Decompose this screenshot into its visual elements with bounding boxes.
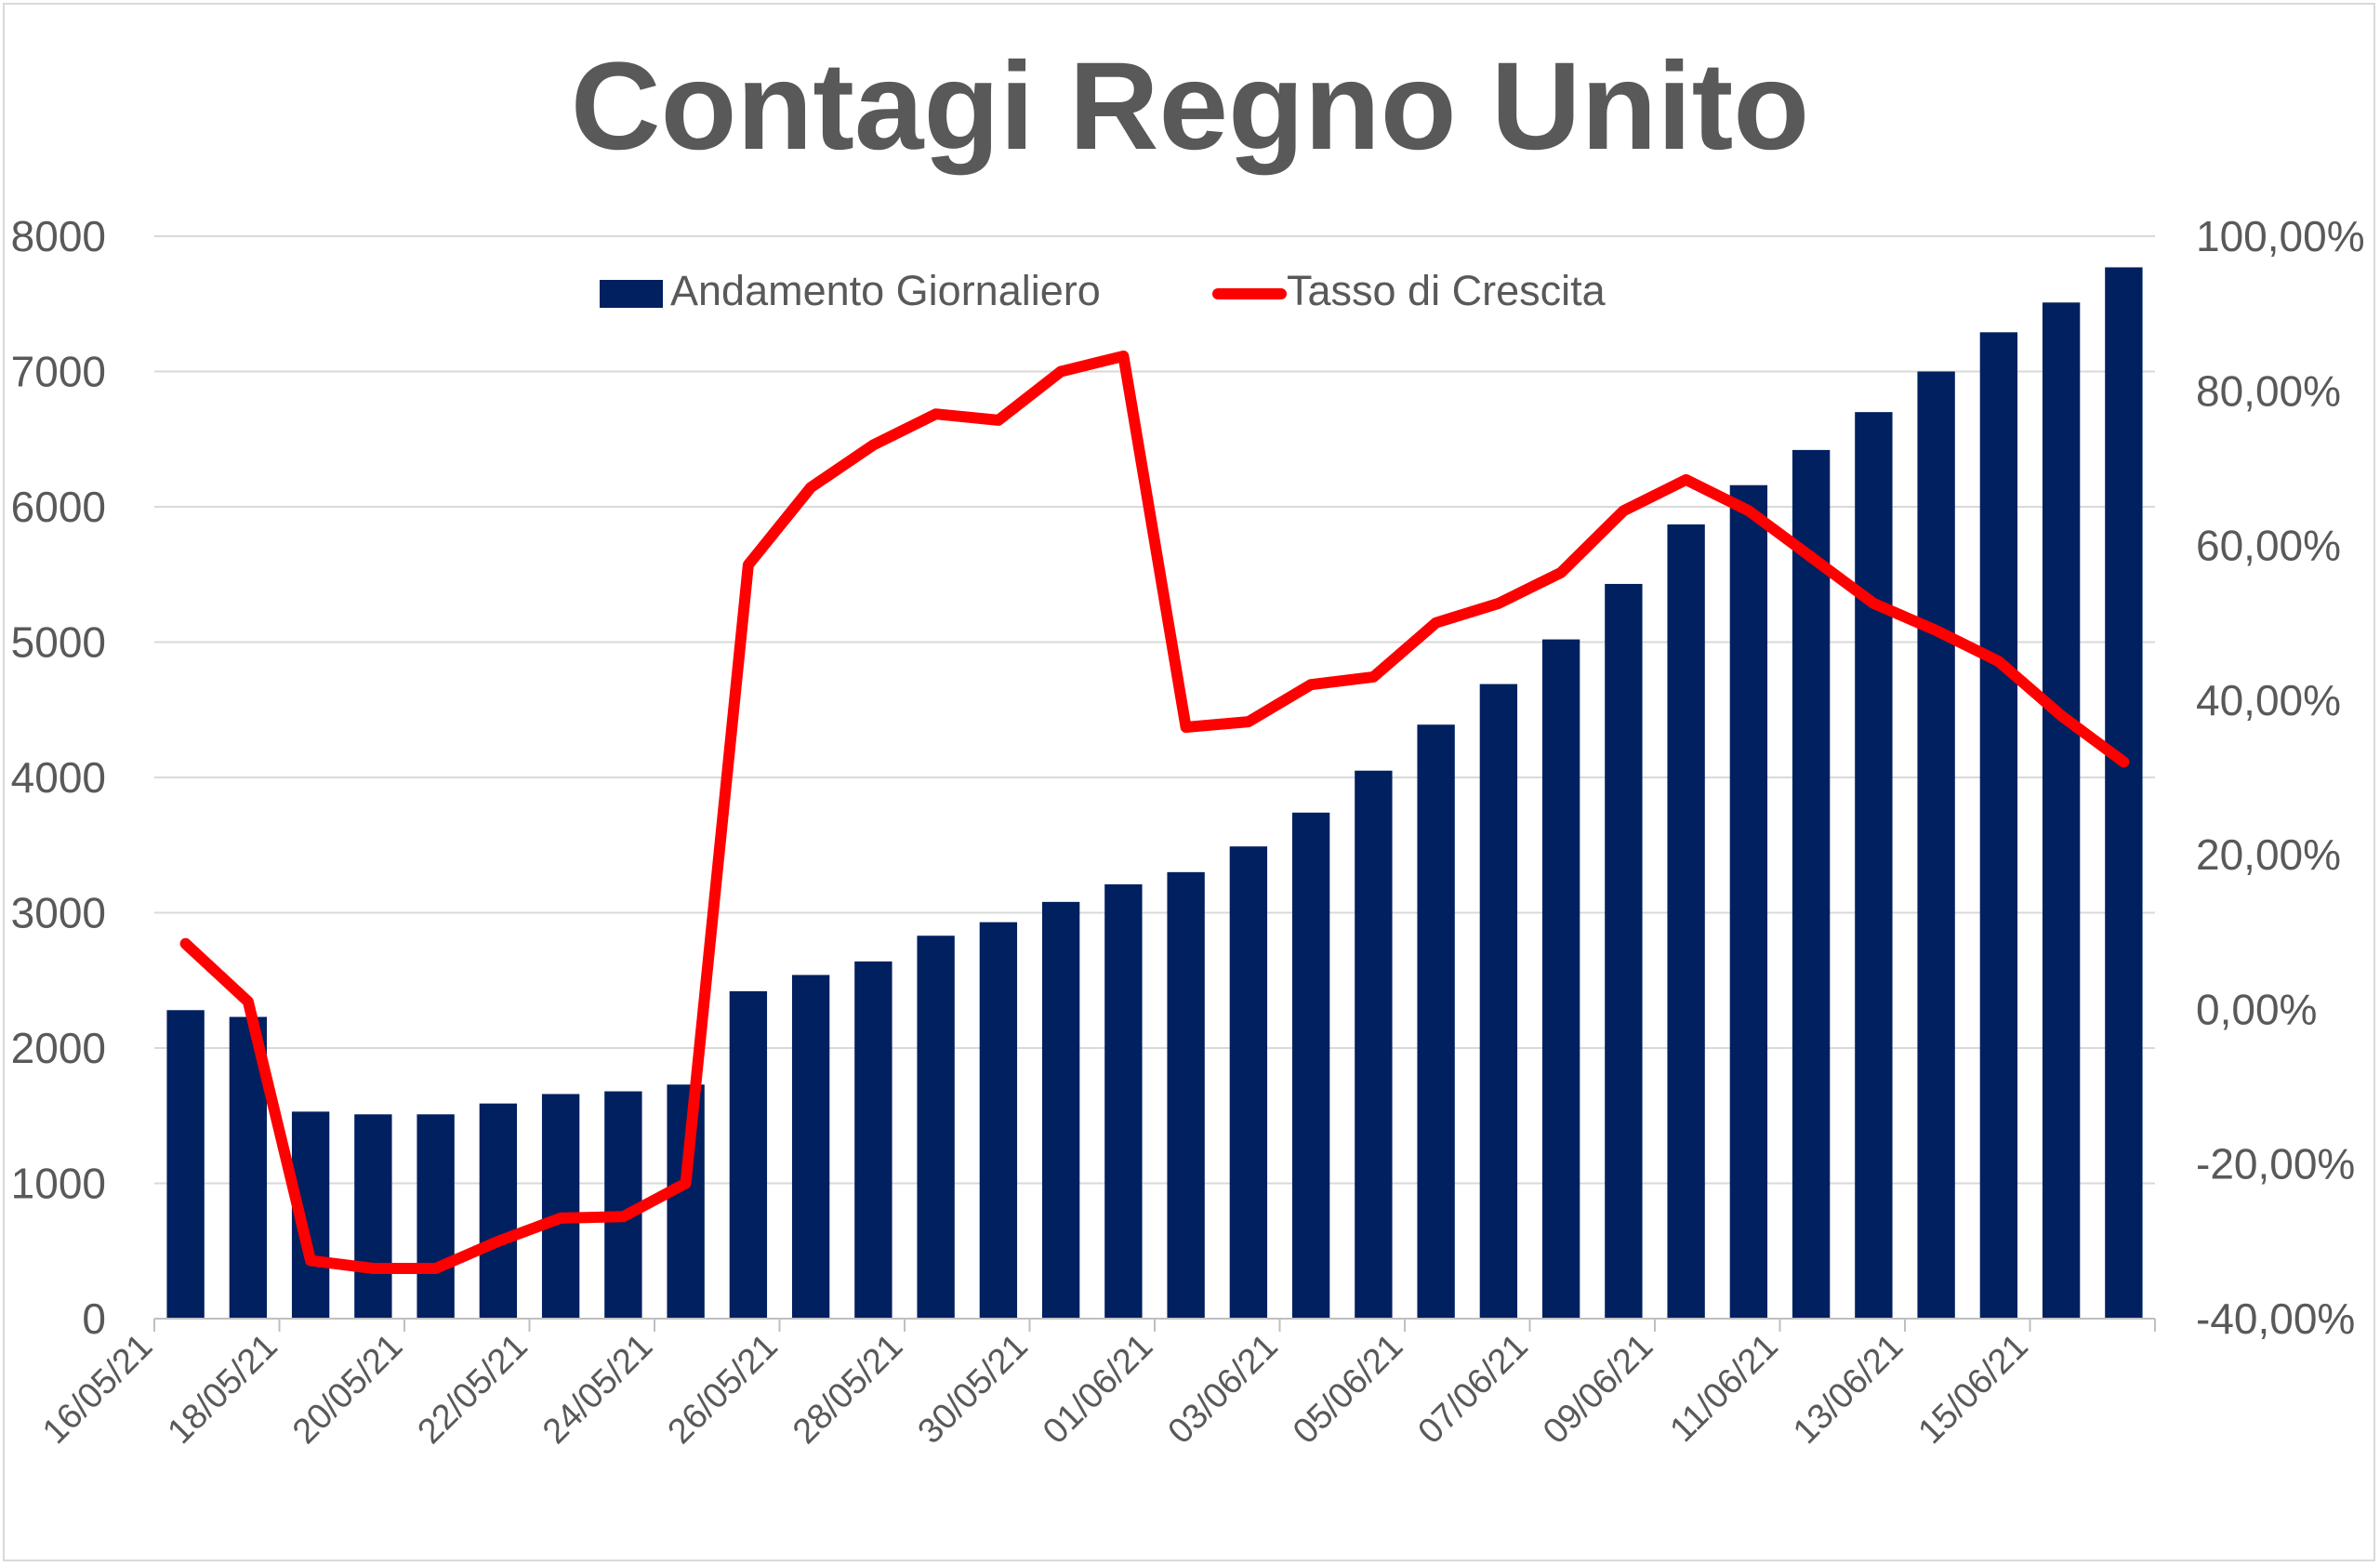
x-axis-tick-label: 15/06/21 [1911,1327,2036,1452]
bar [854,961,892,1319]
right-axis-tick-label: -40,00% [2196,1294,2355,1343]
bar [667,1084,705,1319]
growth-rate-line [179,350,2130,1274]
x-axis-tick-label: 01/06/21 [1036,1327,1160,1452]
x-axis-tick-label: 16/05/21 [35,1327,160,1452]
left-axis-tick-label: 6000 [11,483,106,531]
bar [416,1114,455,1319]
bar [1167,871,1205,1319]
x-axis-tick-label: 13/06/21 [1786,1327,1911,1452]
bar [541,1094,580,1319]
bar [791,975,830,1319]
chart-title: Contagi Regno Unito [571,37,1809,176]
legend: Andamento Giornaliero Tasso di Crescita [600,267,1606,314]
bar [2042,302,2081,1319]
left-axis-tick-label: 1000 [11,1160,106,1208]
x-axis-tick-label: 28/05/21 [786,1327,910,1452]
x-axis-tick-label: 11/06/21 [1663,1327,1786,1450]
bar-series [166,267,2143,1320]
x-axis-tick-label: 30/05/21 [911,1327,1036,1452]
bar [1792,449,1831,1319]
right-axis-tick-label: 0,00% [2196,985,2317,1033]
bar [1729,484,1768,1319]
right-y-axis: -40,00% -20,00% 0,00% 20,00% 40,00% 60,00% 80,… [2196,212,2365,1343]
x-axis: 16/05/21 18/05/21 20/05/21 22/05/21 24/05/21… [35,1318,2156,1452]
left-axis-tick-label: 3000 [11,889,106,937]
right-axis-tick-label: 100,00% [2196,212,2365,260]
x-axis-tick-label: 22/05/21 [411,1327,536,1452]
left-axis-tick-label: 5000 [11,618,106,667]
legend-line-label: Tasso di Crescita [1287,267,1606,314]
left-axis-tick-label: 2000 [11,1024,106,1072]
bar [1229,846,1268,1319]
left-axis-tick-label: 4000 [11,753,106,802]
right-axis-tick-label: 60,00% [2196,522,2341,570]
x-axis-tick-label: 24/05/21 [536,1327,660,1452]
right-axis-tick-label: 20,00% [2196,830,2341,879]
bar [1855,412,1893,1319]
x-axis-tick-label: 18/05/21 [161,1327,285,1452]
bar [2105,267,2143,1320]
bar [729,990,768,1319]
left-axis-tick-label: 0 [82,1294,106,1343]
line-series [179,350,2130,1274]
x-axis-tick-label: 26/05/21 [661,1327,786,1452]
bar [1605,583,1643,1319]
bar [1291,812,1330,1319]
left-y-axis: 0 1000 2000 3000 4000 5000 6000 7000 8000 [11,212,106,1343]
bar [1667,524,1705,1319]
x-axis-tick-label: 03/06/21 [1161,1327,1286,1452]
left-axis-tick-label: 8000 [11,212,106,260]
bar [1479,683,1518,1319]
right-axis-tick-label: 40,00% [2196,676,2341,724]
legend-bar-label: Andamento Giornaliero [670,267,1101,314]
x-axis-tick-label: 07/06/21 [1411,1327,1536,1452]
bar [1541,639,1580,1319]
right-axis-tick-label: -20,00% [2196,1140,2355,1188]
bar [479,1103,518,1319]
chart-frame [3,3,2375,1561]
bar [1355,770,1393,1319]
right-axis-tick-label: 80,00% [2196,366,2341,415]
legend-bar-swatch [600,280,663,308]
x-axis-tick-label: 09/06/21 [1536,1327,1660,1452]
bar [354,1114,392,1319]
bar [1417,724,1455,1319]
bar [1041,901,1080,1319]
bar [917,936,955,1319]
left-axis-tick-label: 7000 [11,348,106,396]
bar [1104,883,1143,1319]
bar [1979,332,2018,1320]
x-axis-tick-label: 20/05/21 [285,1327,410,1452]
bar [1917,371,1955,1319]
x-axis-tick-label: 05/06/21 [1286,1327,1410,1452]
bar [979,922,1018,1319]
bar [166,1010,205,1319]
